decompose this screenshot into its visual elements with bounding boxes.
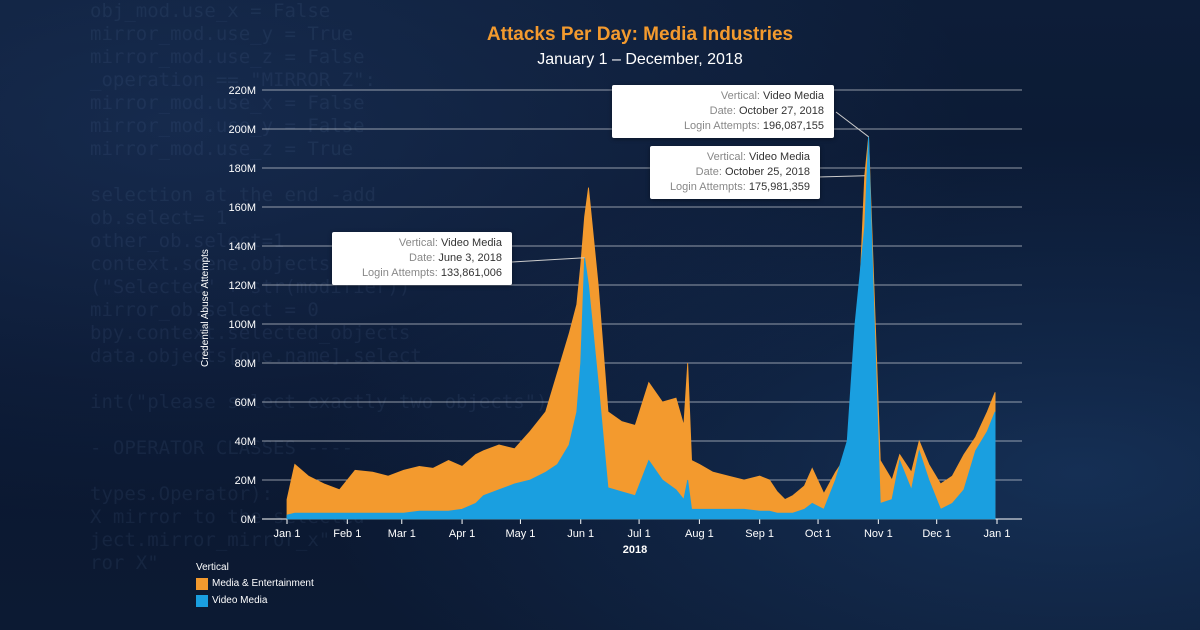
tooltip-vertical-value: Video Media bbox=[763, 90, 824, 102]
x-tick-label: May 1 bbox=[505, 528, 535, 540]
legend-swatch-media-entertainment bbox=[196, 577, 208, 590]
y-tick-label: 20M bbox=[235, 475, 256, 487]
tooltip-attempts-key: Login Attempts: bbox=[683, 120, 760, 132]
tooltip-attempts-value: 175,981,359 bbox=[748, 181, 810, 193]
y-tick-label: 100M bbox=[228, 319, 256, 331]
x-tick-label: Nov 1 bbox=[864, 528, 893, 540]
y-tick-label: 60M bbox=[235, 397, 256, 409]
tooltip-attempts-value: 133,861,006 bbox=[440, 267, 502, 279]
callout-line-june-3 bbox=[511, 257, 585, 263]
legend-swatch-video-media bbox=[196, 594, 208, 607]
callout-line-october-27 bbox=[835, 111, 869, 138]
y-tick-label: 40M bbox=[235, 436, 256, 448]
tooltip-vertical-key: Vertical: bbox=[720, 90, 760, 102]
tooltip-october-27: Vertical: Video Media Date: October 27, … bbox=[612, 85, 834, 138]
x-tick-label: Jun 1 bbox=[567, 528, 594, 540]
tooltip-date-key: Date: bbox=[409, 252, 436, 264]
y-axis-label: Credential Abuse Attempts bbox=[200, 249, 211, 367]
x-tick-label: Oct 1 bbox=[805, 528, 831, 540]
chart-title: Attacks Per Day: Media Industries bbox=[486, 24, 794, 45]
x-tick-label: Dec 1 bbox=[922, 528, 951, 540]
x-tick-label: Jan 1 bbox=[274, 528, 301, 540]
tooltip-attempts-value: 196,087,155 bbox=[762, 120, 824, 132]
x-tick-label: Feb 1 bbox=[333, 528, 361, 540]
series-area-media-entertainment bbox=[286, 136, 996, 520]
series-area-video-media bbox=[286, 136, 996, 520]
callout-line-october-25 bbox=[817, 175, 865, 178]
tooltip-attempts-key: Login Attempts: bbox=[361, 267, 438, 279]
x-tick-label: Aug 1 bbox=[685, 528, 714, 540]
x-tick-label: Apr 1 bbox=[449, 528, 475, 540]
tooltip-date-value: October 27, 2018 bbox=[738, 105, 824, 117]
tooltip-date-key: Date: bbox=[709, 105, 736, 117]
y-tick-label: 120M bbox=[228, 280, 256, 292]
y-tick-label: 160M bbox=[228, 202, 256, 214]
y-tick-label: 140M bbox=[228, 241, 256, 253]
legend-title: Vertical bbox=[196, 562, 229, 573]
tooltip-vertical-value: Video Media bbox=[441, 237, 502, 249]
tooltip-vertical-key: Vertical: bbox=[398, 237, 438, 249]
y-tick-label: 200M bbox=[228, 124, 256, 136]
x-tick-label: Jan 1 bbox=[984, 528, 1011, 540]
chart-subtitle: January 1 – December, 2018 bbox=[537, 51, 743, 68]
tooltip-date-value: October 25, 2018 bbox=[724, 166, 810, 178]
y-tick-label: 220M bbox=[228, 85, 256, 97]
tooltip-vertical-value: Video Media bbox=[749, 151, 810, 163]
tooltip-attempts-key: Login Attempts: bbox=[669, 181, 746, 193]
y-tick-label: 80M bbox=[235, 358, 256, 370]
legend-label-media-entertainment: Media & Entertainment bbox=[212, 578, 314, 589]
legend-item-media-entertainment[interactable]: Media & Entertainment bbox=[196, 575, 314, 592]
y-tick-label: 0M bbox=[241, 514, 256, 526]
tooltip-june-3: Vertical: Video Media Date: June 3, 2018… bbox=[332, 232, 512, 285]
x-axis-label: 2018 bbox=[622, 544, 648, 556]
legend-item-video-media[interactable]: Video Media bbox=[196, 592, 314, 609]
tooltip-date-key: Date: bbox=[695, 166, 722, 178]
x-tick-label: Sep 1 bbox=[745, 528, 774, 540]
tooltip-october-25: Vertical: Video Media Date: October 25, … bbox=[650, 146, 820, 199]
legend: Vertical Media & Entertainment Video Med… bbox=[196, 562, 314, 609]
tooltip-vertical-key: Vertical: bbox=[706, 151, 746, 163]
x-tick-label: Jul 1 bbox=[627, 528, 650, 540]
tooltip-date-value: June 3, 2018 bbox=[438, 252, 502, 264]
legend-label-video-media: Video Media bbox=[212, 595, 268, 606]
x-tick-label: Mar 1 bbox=[388, 528, 416, 540]
y-tick-label: 180M bbox=[228, 163, 256, 175]
